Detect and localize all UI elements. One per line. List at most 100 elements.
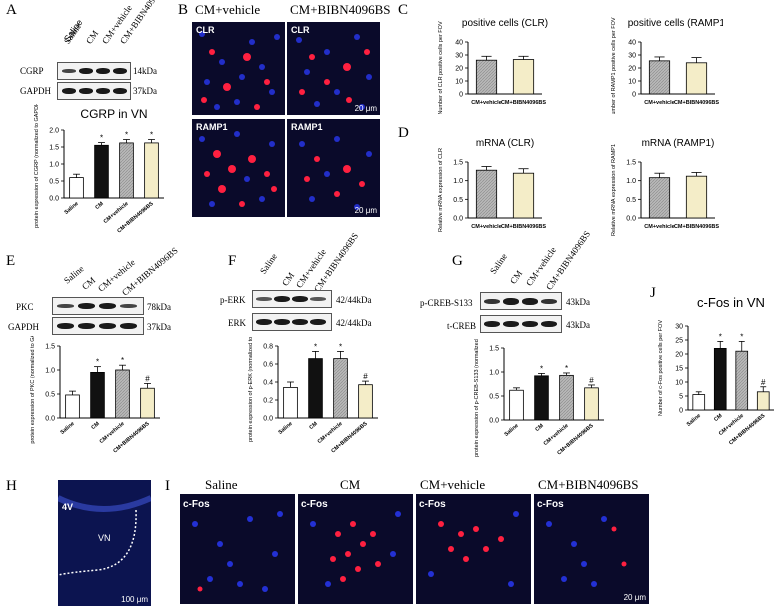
e-blot2-size: 37kDa <box>147 322 171 332</box>
b-scale-1: 20 μm <box>354 104 377 113</box>
g-ytick-label: 0.5 <box>489 394 499 401</box>
c1-ylabel: Number of CLR positive cells per FOV <box>438 21 444 114</box>
b-row-label-ramp1-2: RAMP1 <box>291 122 323 132</box>
c2-title: positive cells (RAMP1) <box>628 18 723 29</box>
f-lane-1: Saline <box>258 251 280 276</box>
g-sig-mark: * <box>565 364 568 373</box>
d2-ytick-label: 0.5 <box>626 197 636 204</box>
g-blot1-name: p-CREB-S133 <box>420 298 473 308</box>
d1-ytick-label: 1.0 <box>453 178 463 185</box>
a-blot1-name: CGRP <box>20 66 44 76</box>
c2-ytick-label: 20 <box>628 66 636 73</box>
g-bar <box>509 389 524 421</box>
i-image-saline: c-Fos <box>180 494 295 604</box>
b-image-clr-vehicle-cells <box>199 31 280 110</box>
f-ytick-label: 0.4 <box>263 380 273 387</box>
c2-bar <box>685 62 708 95</box>
j-category-label: Saline <box>686 413 702 428</box>
f-blot-perk <box>252 290 332 308</box>
e-bar <box>115 369 130 419</box>
b-scale-2: 20 μm <box>354 206 377 215</box>
e-bar <box>90 372 105 419</box>
j-bar <box>713 348 727 411</box>
f-bar <box>358 384 373 419</box>
g-ytick-label: 0.0 <box>489 418 499 425</box>
j-sig-mark: * <box>719 332 722 341</box>
j-bar <box>692 394 706 411</box>
d1-category-label: CM+vehicle <box>471 224 501 230</box>
d2-ytick-label: 1.5 <box>626 160 636 167</box>
c2-ytick-label: 30 <box>628 53 636 60</box>
c1-bar <box>512 59 535 95</box>
chart-j: c-Fos in VN Number of c-Fos positive cell… <box>658 295 774 447</box>
c1-ytick-label: 0 <box>459 92 463 99</box>
d2-ytick-label: 0.0 <box>626 216 636 223</box>
f-lane-2: CM <box>280 270 297 288</box>
c2-category-label: CM+BIBN4096BS <box>674 100 719 106</box>
c2-category-label: CM+vehicle <box>644 100 674 106</box>
i-scale: 20 μm <box>623 593 646 602</box>
f-blot1-size: 42/44kDa <box>336 295 372 305</box>
j-ytick-label: 30 <box>675 324 683 331</box>
a-bar <box>144 142 159 199</box>
f-blot-erk <box>252 313 332 331</box>
chart-d-ramp1: mRNA (RAMP1) Relative mRNA expression of … <box>611 138 719 236</box>
e-sig-mark: * <box>96 358 99 367</box>
a-title: CGRP in VN <box>80 107 147 121</box>
j-bar <box>735 350 749 411</box>
d2-ytick-label: 1.0 <box>626 178 636 185</box>
f-ytick-label: 0.8 <box>263 344 273 351</box>
h-scale: 100 μm <box>121 595 148 604</box>
c1-bar <box>475 59 498 95</box>
f-sig-mark: * <box>314 342 317 351</box>
f-blot2-name: ERK <box>228 318 246 328</box>
f-ytick-label: 0.0 <box>263 416 273 423</box>
f-sig-mark: * <box>339 342 342 351</box>
g-lane-1: Saline <box>488 251 510 276</box>
i-image-bibn: c-Fos 20 μm <box>534 494 649 604</box>
i-stain-1: c-Fos <box>183 499 210 510</box>
b-image-ramp1-vehicle-cells <box>199 131 277 207</box>
i-stain-3: c-Fos <box>419 499 446 510</box>
chart-e: protein expression of PKC (normalized to… <box>30 336 160 455</box>
g-ytick-label: 1.5 <box>489 346 499 353</box>
b-image-clr-vehicle: CLR <box>192 22 285 115</box>
e-ytick-label: 1.0 <box>45 368 55 375</box>
a-blot1-size: 14kDa <box>133 66 157 76</box>
panel-label-j: J <box>650 285 656 301</box>
e-blot2-name: GAPDH <box>8 322 40 332</box>
c2-ytick-label: 0 <box>632 92 636 99</box>
f-bar <box>308 358 323 419</box>
f-bar <box>333 358 348 419</box>
panel-label-e: E <box>6 253 16 269</box>
g-lane-2: CM <box>508 268 525 286</box>
f-category-label: Saline <box>278 421 294 436</box>
panel-label-i: I <box>165 478 170 494</box>
a-ytick-label: 0.0 <box>49 196 59 203</box>
a-blot2-size: 37kDa <box>133 86 157 96</box>
i-header-4: CM+BIBN4096BS <box>538 477 639 492</box>
g-bar <box>534 375 549 421</box>
i-image-vehicle: c-Fos <box>416 494 531 604</box>
a-blot-gapdh <box>57 82 131 100</box>
e-blot1-name: PKC <box>16 302 34 312</box>
i-image-vehicle-cells <box>428 511 519 587</box>
f-ytick-label: 0.2 <box>263 398 273 405</box>
j-ytick-label: 15 <box>675 366 683 373</box>
b-image-ramp1-bibn-cells <box>299 136 372 210</box>
c2-ytick-label: 10 <box>628 79 636 86</box>
g-blot1-size: 43kDa <box>566 297 590 307</box>
chart-f: protein expression of p-ERK (normalized … <box>248 336 378 455</box>
a-sig-mark: * <box>100 134 103 143</box>
c1-title: positive cells (CLR) <box>462 18 548 29</box>
b-image-clr-bibn-cells <box>296 34 372 110</box>
j-sig-mark: # <box>761 378 766 387</box>
h-image-outline <box>58 495 151 576</box>
a-category-label: CM <box>94 201 105 211</box>
a-blot2-name: GAPDH <box>20 86 52 96</box>
a-ylabel: protein expression of CGRP (normalized t… <box>34 104 40 228</box>
c1-category-label: CM+vehicle <box>471 100 501 106</box>
d2-ylabel: Relative mRNA expression of RAMP1 <box>611 144 617 236</box>
a-blot-cgrp <box>57 62 131 80</box>
d1-ytick-label: 0.5 <box>453 197 463 204</box>
